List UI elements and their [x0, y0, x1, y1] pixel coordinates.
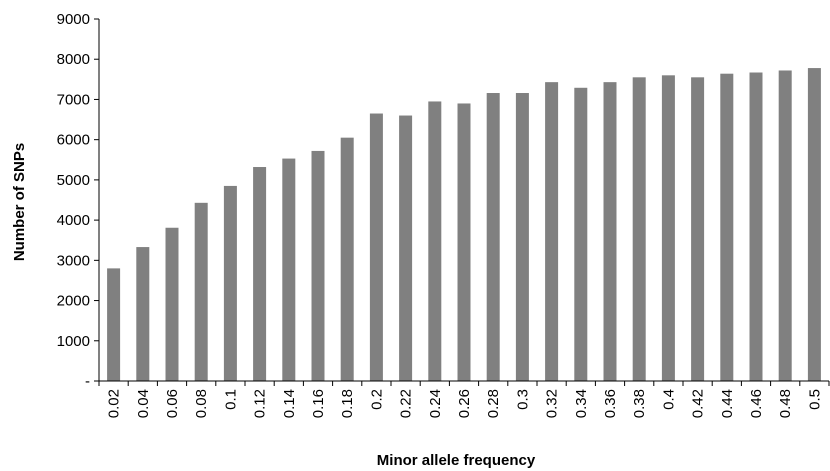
bar-0.12 [253, 167, 267, 381]
bar-0.1 [223, 185, 237, 381]
y-tick-label: 8000 [57, 51, 90, 68]
y-tick-label: 4000 [57, 212, 90, 229]
bar-0.02 [107, 268, 121, 381]
y-tick-label: 1000 [57, 333, 90, 350]
x-tick-label: 0.02 [106, 389, 123, 418]
x-tick-label: 0.12 [252, 389, 269, 418]
x-tick-label: 0.16 [310, 389, 327, 418]
x-axis: 0.02 0.04 0.06 0.08 0.1 0.12 0.14 0.16 0.18 0.2 0.… [98, 380, 830, 418]
bar-0.22 [399, 115, 413, 381]
bar-0.32 [545, 82, 559, 382]
x-tick-label: 0.4 [660, 389, 677, 410]
bar-0.34 [574, 87, 588, 381]
y-tick-label: 5000 [57, 172, 90, 189]
bar-0.42 [691, 77, 705, 381]
bar-0.24 [428, 101, 442, 382]
y-tick-label: - [85, 373, 90, 390]
bar-0.36 [603, 82, 617, 382]
x-tick-label: 0.08 [193, 389, 210, 418]
x-tick-label: 0.42 [690, 389, 707, 418]
bar-0.28 [486, 93, 500, 381]
x-tick-label: 0.32 [544, 389, 561, 418]
x-tick-label: 0.26 [456, 389, 473, 418]
y-tick-label: 2000 [57, 293, 90, 310]
x-tick-label: 0.44 [719, 389, 736, 418]
y-tick-label: 3000 [57, 252, 90, 269]
bars-group [107, 68, 821, 382]
x-axis-title: Minor allele frequency [377, 452, 536, 469]
x-tick-label: 0.48 [777, 389, 794, 418]
bar-0.18 [340, 137, 354, 381]
y-axis-title: Number of SNPs [11, 143, 28, 261]
bar-0.04 [136, 247, 150, 381]
x-tick-label: 0.3 [514, 389, 531, 410]
bar-0.46 [749, 72, 763, 381]
x-tick-label: 0.5 [806, 389, 823, 410]
x-tick-label: 0.1 [222, 389, 239, 410]
x-tick-label: 0.2 [368, 389, 385, 410]
x-tick-label: 0.46 [748, 389, 765, 418]
x-tick-label: 0.04 [135, 389, 152, 418]
y-tick-label: 7000 [57, 91, 90, 108]
bar-0.16 [311, 150, 325, 381]
x-tick-label: 0.38 [631, 389, 648, 418]
x-tick-label: 0.18 [339, 389, 356, 418]
x-tick-label: 0.28 [485, 389, 502, 418]
bar-0.2 [369, 113, 383, 382]
y-tick-label: 9000 [57, 11, 90, 28]
x-tick-label: 0.36 [602, 389, 619, 418]
bar-0.4 [661, 75, 675, 381]
x-tick-label: 0.14 [281, 389, 298, 418]
x-tick-label: 0.06 [164, 389, 181, 418]
y-tick-label: 6000 [57, 132, 90, 149]
bar-0.48 [778, 70, 792, 381]
bar-0.3 [515, 93, 529, 381]
bar-0.38 [632, 77, 646, 381]
bar-0.44 [720, 73, 734, 381]
x-tick-label: 0.34 [573, 389, 590, 418]
bar-0.5 [807, 68, 821, 381]
x-tick-label: 0.24 [427, 389, 444, 418]
x-tick-label: 0.22 [398, 389, 415, 418]
y-axis: - 1000 2000 3000 4000 5000 6000 7000 8000 9000 [57, 11, 100, 390]
bar-0.06 [165, 227, 179, 381]
bar-0.26 [457, 103, 471, 381]
bar-0.14 [282, 158, 296, 381]
bar-0.08 [194, 202, 208, 381]
